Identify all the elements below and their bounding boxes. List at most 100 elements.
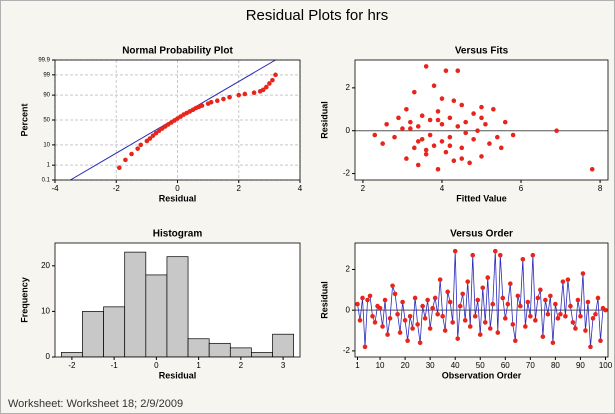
- point: [447, 134, 453, 140]
- point: [372, 132, 378, 138]
- point: [457, 303, 463, 309]
- y-tick-label: 20: [41, 261, 50, 270]
- plot-frame: [354, 242, 609, 358]
- x-tick-label: 2: [239, 361, 244, 370]
- bar: [145, 274, 168, 357]
- point: [548, 293, 553, 299]
- point: [392, 291, 398, 297]
- point: [365, 297, 370, 303]
- point: [362, 344, 368, 350]
- x-tick-label: 40: [451, 361, 460, 370]
- x-axis-label: Residual: [159, 370, 197, 380]
- bar: [103, 306, 126, 357]
- point: [377, 305, 383, 311]
- point: [440, 313, 445, 319]
- point: [236, 92, 242, 98]
- point: [443, 68, 449, 74]
- point: [117, 165, 122, 171]
- point: [372, 320, 378, 325]
- y-tick-label: 50: [43, 118, 50, 124]
- point: [419, 113, 425, 119]
- point: [480, 285, 486, 291]
- point: [135, 146, 140, 151]
- point: [520, 256, 526, 262]
- point: [402, 318, 408, 323]
- x-tick-label: -2: [113, 184, 121, 193]
- point: [380, 324, 385, 329]
- y-tick-label: -2: [343, 169, 351, 178]
- point: [498, 145, 504, 151]
- point: [435, 311, 440, 317]
- point: [432, 295, 438, 301]
- point: [482, 320, 488, 325]
- point: [573, 326, 578, 331]
- x-tick-label: 70: [526, 361, 535, 370]
- residual-line: [357, 251, 606, 347]
- y-axis-label: Frequency: [19, 277, 29, 323]
- point: [417, 340, 423, 346]
- point: [479, 154, 484, 159]
- point: [452, 248, 458, 254]
- x-tick-label: 0: [154, 361, 159, 370]
- point: [419, 136, 425, 142]
- point: [390, 283, 395, 289]
- point: [575, 297, 581, 303]
- point: [215, 98, 220, 103]
- bar: [251, 352, 273, 357]
- point: [357, 318, 363, 323]
- point: [483, 121, 488, 127]
- point: [502, 316, 508, 321]
- point: [370, 313, 375, 319]
- y-tick-label: -2: [343, 346, 351, 355]
- point: [439, 96, 445, 101]
- bar: [166, 256, 189, 357]
- x-tick-label: 20: [401, 361, 410, 370]
- x-tick-label: -1: [111, 361, 119, 370]
- y-tick-label: 2: [346, 83, 351, 92]
- point: [415, 139, 421, 144]
- point: [475, 297, 481, 303]
- x-tick-label: 1: [196, 361, 201, 370]
- point: [500, 295, 506, 301]
- point: [550, 340, 556, 346]
- point: [396, 115, 401, 121]
- point: [455, 124, 461, 129]
- marks: [355, 64, 608, 172]
- point: [485, 275, 491, 280]
- panel-title: Histogram: [153, 229, 203, 240]
- point: [491, 106, 496, 112]
- point: [460, 291, 466, 297]
- point: [423, 64, 429, 69]
- point: [543, 297, 548, 303]
- point: [395, 311, 400, 317]
- point: [397, 330, 403, 335]
- point: [404, 106, 409, 112]
- point: [490, 301, 496, 307]
- point: [451, 98, 457, 104]
- point: [533, 318, 538, 323]
- point: [367, 293, 373, 299]
- point: [492, 248, 498, 254]
- point: [590, 316, 596, 321]
- point: [455, 336, 461, 341]
- bar: [124, 251, 147, 357]
- x-tick-label: -2: [68, 361, 76, 370]
- x-axis-label: Observation Order: [442, 370, 522, 380]
- point: [451, 158, 457, 164]
- plot-frame: [54, 242, 301, 358]
- point: [407, 313, 413, 319]
- point: [150, 133, 156, 138]
- point: [538, 287, 543, 293]
- y-tick-label: 0: [46, 352, 51, 361]
- point: [450, 320, 455, 325]
- panel-title: Normal Probability Plot: [122, 46, 233, 57]
- point: [412, 295, 418, 301]
- y-tick-label: 10: [43, 142, 50, 148]
- marks: [70, 60, 278, 180]
- point: [442, 328, 448, 333]
- point: [410, 326, 415, 331]
- point: [555, 316, 561, 321]
- point: [415, 124, 421, 129]
- point: [545, 311, 551, 317]
- point: [471, 111, 476, 116]
